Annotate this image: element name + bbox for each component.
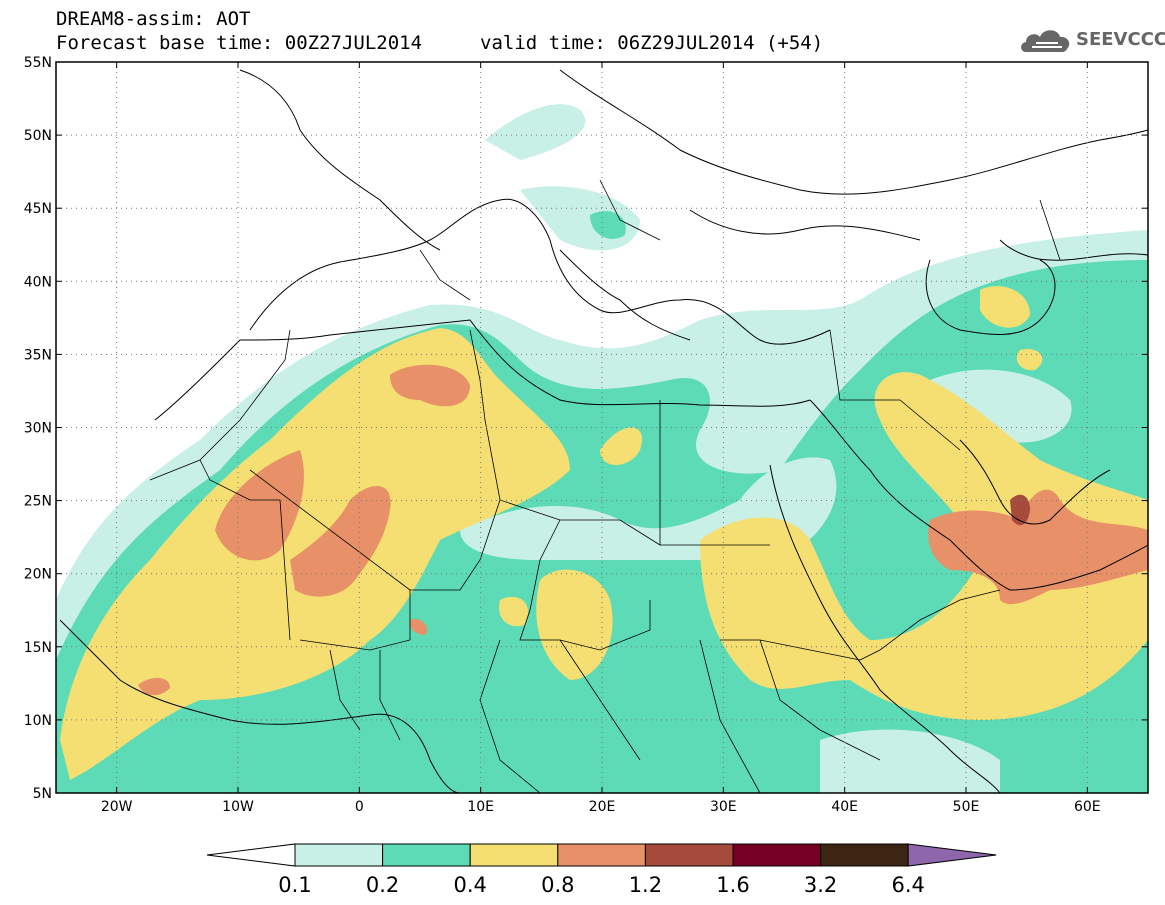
x-tick-label: 20E [589, 799, 616, 815]
colorbar-label: 0.4 [453, 873, 486, 897]
aot-map: 20W 10W 0 10E 20E 30E 40E 50E 60E 55N 50N 45N 40N 35N… [0, 0, 1165, 905]
colorbar-box [295, 844, 383, 866]
colorbar-label: 0.1 [278, 873, 311, 897]
colorbar-label: 0.2 [366, 873, 399, 897]
x-tick-label: 50E [953, 799, 980, 815]
colorbar-high-arrow [908, 844, 996, 866]
y-tick-label: 30N [24, 421, 52, 437]
colorbar-box [821, 844, 909, 866]
x-tick-label: 20W [101, 799, 133, 815]
colorbar-low-arrow [207, 844, 295, 866]
y-tick-label: 5N [33, 786, 52, 802]
colorbar-label: 6.4 [891, 873, 924, 897]
y-tick-label: 25N [24, 494, 52, 510]
y-tick-label: 45N [24, 201, 52, 217]
colorbar-box [470, 844, 558, 866]
y-tick-label: 40N [24, 274, 52, 290]
y-tick-label: 15N [24, 640, 52, 656]
x-tick-label: 40E [831, 799, 858, 815]
colorbar-box [383, 844, 471, 866]
y-tick-label: 55N [24, 55, 52, 71]
colorbar-box [558, 844, 646, 866]
y-tick-label: 20N [24, 567, 52, 583]
colorbar-label: 0.8 [541, 873, 574, 897]
x-tick-label: 60E [1074, 799, 1101, 815]
colorbar-label: 1.2 [629, 873, 662, 897]
colorbar-label: 1.6 [716, 873, 749, 897]
x-tick-label: 0 [355, 799, 364, 815]
x-tick-label: 10W [222, 799, 254, 815]
y-tick-label: 35N [24, 347, 52, 363]
x-tick-label: 30E [710, 799, 737, 815]
colorbar-label: 3.2 [804, 873, 837, 897]
colorbar [207, 844, 996, 866]
colorbar-box [645, 844, 733, 866]
y-tick-label: 10N [24, 713, 52, 729]
y-tick-label: 50N [24, 128, 52, 144]
colorbar-box [733, 844, 821, 866]
x-tick-label: 10E [467, 799, 494, 815]
